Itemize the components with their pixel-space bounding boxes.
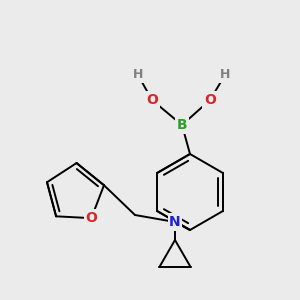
Text: O: O: [146, 93, 158, 107]
Text: O: O: [204, 93, 216, 107]
Text: O: O: [85, 211, 97, 225]
Text: B: B: [177, 118, 187, 132]
Text: N: N: [169, 215, 181, 229]
Text: H: H: [133, 68, 143, 82]
Text: H: H: [220, 68, 230, 82]
